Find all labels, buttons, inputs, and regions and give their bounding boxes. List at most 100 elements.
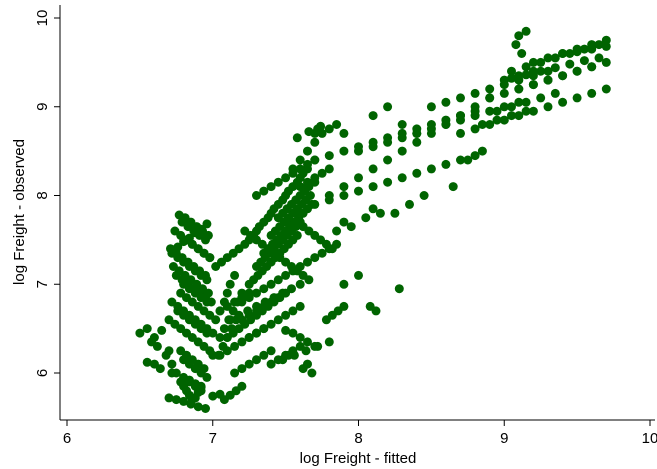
y-tick-label: 8 xyxy=(34,191,51,199)
data-point xyxy=(288,164,298,174)
data-point xyxy=(332,120,342,129)
data-point xyxy=(507,102,516,112)
data-point xyxy=(511,40,521,50)
data-point xyxy=(507,73,516,83)
data-point xyxy=(528,57,538,67)
data-point xyxy=(219,324,229,334)
data-point xyxy=(426,124,436,134)
data-point xyxy=(339,191,349,200)
data-point xyxy=(492,106,502,116)
data-point xyxy=(161,350,171,360)
data-point xyxy=(313,341,323,351)
data-point xyxy=(463,155,473,165)
data-point xyxy=(594,53,604,63)
data-point xyxy=(485,84,495,94)
data-point xyxy=(339,301,349,311)
data-point xyxy=(390,208,400,218)
data-point xyxy=(470,124,480,134)
data-point xyxy=(252,288,261,298)
data-point xyxy=(456,155,465,165)
data-point xyxy=(266,346,276,356)
data-point xyxy=(196,382,206,392)
data-point xyxy=(157,325,167,335)
data-point xyxy=(310,173,320,183)
data-point xyxy=(579,44,589,54)
data-point xyxy=(543,53,553,63)
y-tick-label: 10 xyxy=(34,10,51,27)
x-tick-label: 6 xyxy=(63,430,71,447)
data-point xyxy=(601,35,611,45)
data-point xyxy=(295,155,305,165)
data-point xyxy=(303,159,312,169)
data-point xyxy=(492,115,502,125)
data-point xyxy=(368,204,378,214)
data-point xyxy=(470,151,480,161)
data-point xyxy=(196,224,206,234)
data-point xyxy=(171,395,181,405)
y-axis-ticks: 6 7 8 9 10 xyxy=(34,10,60,377)
data-point xyxy=(259,284,269,294)
data-point xyxy=(167,368,177,378)
data-point xyxy=(324,195,334,205)
data-point xyxy=(304,275,314,285)
data-point xyxy=(441,97,451,107)
data-point xyxy=(230,341,240,351)
data-point xyxy=(550,88,560,98)
data-point xyxy=(281,325,291,335)
data-point xyxy=(485,120,495,129)
data-point xyxy=(514,71,524,81)
data-point xyxy=(521,62,531,72)
data-point xyxy=(266,279,276,289)
data-point xyxy=(536,57,546,67)
data-point xyxy=(521,26,531,36)
data-point xyxy=(558,49,568,58)
data-point xyxy=(361,213,371,223)
data-point xyxy=(383,102,393,112)
data-point xyxy=(394,284,404,294)
data-point xyxy=(205,253,215,263)
data-point xyxy=(477,120,487,129)
data-point xyxy=(288,266,298,276)
data-point xyxy=(514,97,524,107)
data-point xyxy=(324,337,334,347)
data-point xyxy=(260,297,270,307)
data-point xyxy=(303,337,312,347)
data-point xyxy=(307,368,317,378)
data-point xyxy=(288,328,298,338)
data-point xyxy=(222,346,232,356)
data-point xyxy=(215,306,225,316)
data-point xyxy=(273,177,283,187)
data-point xyxy=(601,57,611,67)
data-point xyxy=(244,333,254,342)
data-point xyxy=(371,306,381,316)
data-point xyxy=(278,288,288,298)
x-tick-label: 9 xyxy=(500,430,508,447)
data-point xyxy=(237,337,247,347)
data-point xyxy=(273,275,283,285)
data-point xyxy=(203,230,213,240)
data-point xyxy=(203,288,213,298)
data-point xyxy=(201,404,210,413)
data-point xyxy=(244,359,254,369)
data-point xyxy=(499,102,509,112)
data-point xyxy=(298,364,308,374)
data-point xyxy=(594,40,604,50)
data-point xyxy=(426,102,436,112)
data-point xyxy=(572,93,582,103)
data-point xyxy=(259,186,269,196)
data-point xyxy=(456,115,465,125)
data-point xyxy=(354,270,363,280)
data-point xyxy=(273,355,283,365)
data-point xyxy=(208,391,218,401)
data-point xyxy=(316,121,326,131)
data-point xyxy=(572,66,582,76)
data-point xyxy=(324,151,334,161)
data-point xyxy=(441,159,451,169)
data-point xyxy=(215,389,225,399)
plot-area xyxy=(60,5,655,420)
data-point xyxy=(281,217,291,227)
data-point xyxy=(448,182,458,192)
data-point xyxy=(295,208,305,218)
data-point xyxy=(339,217,349,227)
data-point xyxy=(295,182,305,192)
